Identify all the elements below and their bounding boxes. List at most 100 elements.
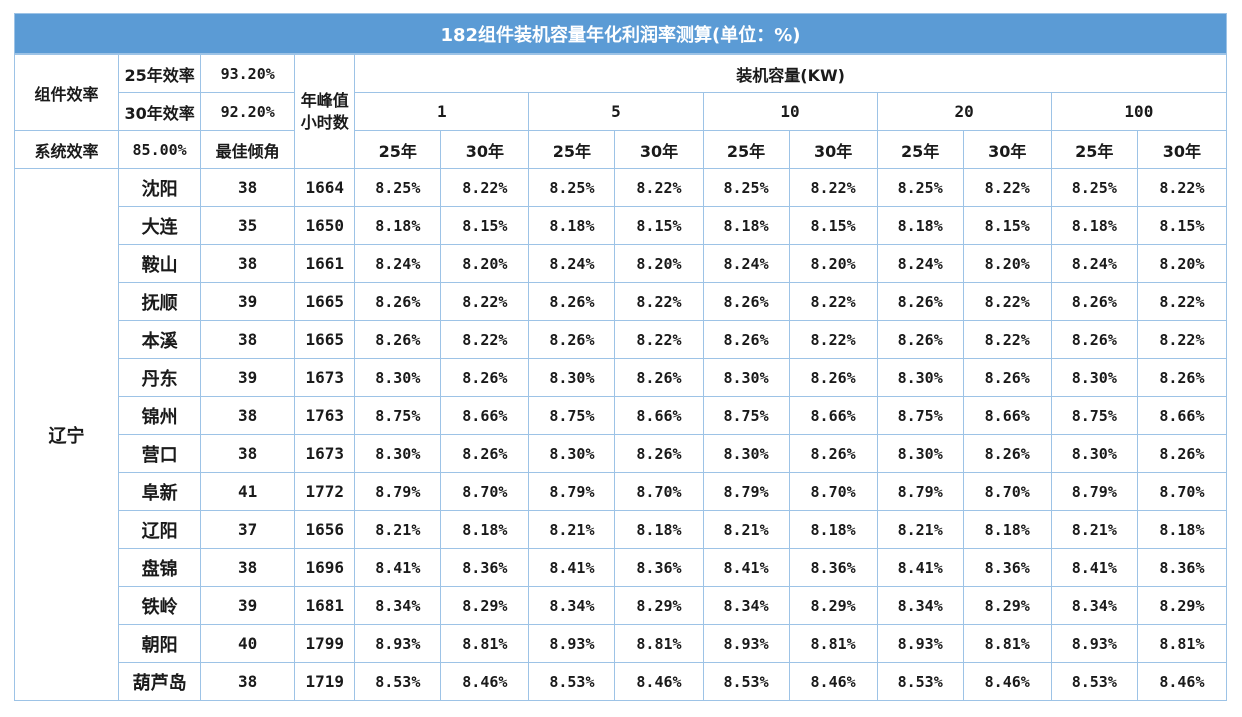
eff25-label: 25年效率 <box>118 54 202 93</box>
table-row: 葫芦岛 38 1719 8.53% 8.46% 8.53% 8.46% 8.53% 8.46% 8… <box>15 662 1228 701</box>
city-cell: 抚顺 <box>118 282 202 321</box>
rate-30-cell: 8.22% <box>614 168 704 207</box>
rate-25-cell: 8.93% <box>702 624 790 663</box>
rate-25-cell: 8.26% <box>354 282 442 321</box>
rate-30-cell: 8.15% <box>614 206 704 245</box>
city-cell: 营口 <box>118 434 202 473</box>
year-label-cell: 25年 <box>1050 130 1138 169</box>
year-label-cell: 25年 <box>702 130 790 169</box>
city-cell: 辽阳 <box>118 510 202 549</box>
rate-30-cell: 8.36% <box>962 548 1052 587</box>
tilt-cell: 37 <box>200 510 296 549</box>
rate-25-cell: 8.30% <box>528 358 616 397</box>
rate-30-cell: 8.36% <box>788 548 878 587</box>
province-cell: 辽宁 <box>13 168 120 701</box>
rate-30-cell: 8.22% <box>614 320 704 359</box>
city-cell: 铁岭 <box>118 586 202 625</box>
module-eff-label: 组件效率 <box>13 54 120 131</box>
rate-25-cell: 8.93% <box>354 624 442 663</box>
rate-25-cell: 8.34% <box>1050 586 1138 625</box>
rate-30-cell: 8.29% <box>440 586 530 625</box>
city-cell: 大连 <box>118 206 202 245</box>
rate-30-cell: 8.20% <box>440 244 530 283</box>
peak-hours-cell: 1696 <box>294 548 356 587</box>
rate-30-cell: 8.20% <box>788 244 878 283</box>
rate-30-cell: 8.66% <box>962 396 1052 435</box>
peak-hours-cell: 1661 <box>294 244 356 283</box>
rate-25-cell: 8.53% <box>528 662 616 701</box>
year-label-cell: 30年 <box>788 130 878 169</box>
table-row: 辽阳 37 1656 8.21% 8.18% 8.21% 8.18% 8.21% 8.18% 8.… <box>15 510 1228 549</box>
city-cell: 丹东 <box>118 358 202 397</box>
rate-25-cell: 8.41% <box>702 548 790 587</box>
rate-25-cell: 8.21% <box>702 510 790 549</box>
rate-30-cell: 8.29% <box>614 586 704 625</box>
rate-30-cell: 8.70% <box>614 472 704 511</box>
city-cell: 鞍山 <box>118 244 202 283</box>
tilt-cell: 39 <box>200 358 296 397</box>
year-label-cell: 30年 <box>1136 130 1228 169</box>
peak-hours-cell: 1656 <box>294 510 356 549</box>
rate-25-cell: 8.41% <box>1050 548 1138 587</box>
rate-30-cell: 8.22% <box>1136 320 1228 359</box>
rate-25-cell: 8.18% <box>702 206 790 245</box>
table-row: 丹东 39 1673 8.30% 8.26% 8.30% 8.26% 8.30% 8.26% 8.… <box>15 358 1228 397</box>
rate-30-cell: 8.46% <box>614 662 704 701</box>
rate-30-cell: 8.15% <box>962 206 1052 245</box>
rate-25-cell: 8.79% <box>528 472 616 511</box>
rate-30-cell: 8.22% <box>788 168 878 207</box>
tilt-cell: 38 <box>200 396 296 435</box>
peak-hours-cell: 1799 <box>294 624 356 663</box>
city-cell: 本溪 <box>118 320 202 359</box>
rate-25-cell: 8.53% <box>876 662 964 701</box>
rate-30-cell: 8.15% <box>1136 206 1228 245</box>
rate-30-cell: 8.36% <box>440 548 530 587</box>
rate-25-cell: 8.25% <box>1050 168 1138 207</box>
rate-30-cell: 8.18% <box>1136 510 1228 549</box>
rate-25-cell: 8.30% <box>876 358 964 397</box>
rate-25-cell: 8.18% <box>528 206 616 245</box>
rate-30-cell: 8.46% <box>962 662 1052 701</box>
peak-hours-cell: 1665 <box>294 282 356 321</box>
rate-30-cell: 8.26% <box>788 358 878 397</box>
rate-30-cell: 8.26% <box>1136 434 1228 473</box>
rate-25-cell: 8.75% <box>354 396 442 435</box>
rate-30-cell: 8.46% <box>788 662 878 701</box>
capacity-cell: 100 <box>1050 92 1228 131</box>
rate-25-cell: 8.53% <box>702 662 790 701</box>
city-cell: 盘锦 <box>118 548 202 587</box>
capacity-header: 装机容量(KW) <box>354 54 1227 93</box>
capacity-cell: 5 <box>528 92 704 131</box>
rate-25-cell: 8.75% <box>1050 396 1138 435</box>
rate-25-cell: 8.34% <box>354 586 442 625</box>
rate-30-cell: 8.26% <box>1136 358 1228 397</box>
rate-25-cell: 8.24% <box>1050 244 1138 283</box>
rate-25-cell: 8.34% <box>876 586 964 625</box>
rate-30-cell: 8.66% <box>614 396 704 435</box>
rate-25-cell: 8.53% <box>354 662 442 701</box>
rate-25-cell: 8.18% <box>876 206 964 245</box>
year-label-cell: 25年 <box>354 130 442 169</box>
rate-30-cell: 8.36% <box>614 548 704 587</box>
rate-25-cell: 8.41% <box>354 548 442 587</box>
peak-hours-cell: 1681 <box>294 586 356 625</box>
rate-25-cell: 8.79% <box>702 472 790 511</box>
rate-30-cell: 8.22% <box>614 282 704 321</box>
rate-30-cell: 8.26% <box>962 358 1052 397</box>
rate-25-cell: 8.26% <box>876 282 964 321</box>
rate-25-cell: 8.21% <box>1050 510 1138 549</box>
rate-25-cell: 8.21% <box>354 510 442 549</box>
sys-eff-value: 85.00% <box>118 130 202 169</box>
city-cell: 阜新 <box>118 472 202 511</box>
eff25-value: 93.20% <box>200 54 296 93</box>
peak-hours-cell: 1664 <box>294 168 356 207</box>
rate-30-cell: 8.20% <box>1136 244 1228 283</box>
rate-30-cell: 8.22% <box>962 168 1052 207</box>
table-row: 盘锦 38 1696 8.41% 8.36% 8.41% 8.36% 8.41% 8.36% 8.… <box>15 548 1228 587</box>
rate-25-cell: 8.34% <box>528 586 616 625</box>
capacity-cell: 1 <box>354 92 530 131</box>
profit-table: 组件效率 25年效率 93.20% 年峰值小时数 装机容量(KW) 30年效率 … <box>13 54 1228 701</box>
tilt-cell: 41 <box>200 472 296 511</box>
rate-30-cell: 8.22% <box>788 282 878 321</box>
eff30-value: 92.20% <box>200 92 296 131</box>
